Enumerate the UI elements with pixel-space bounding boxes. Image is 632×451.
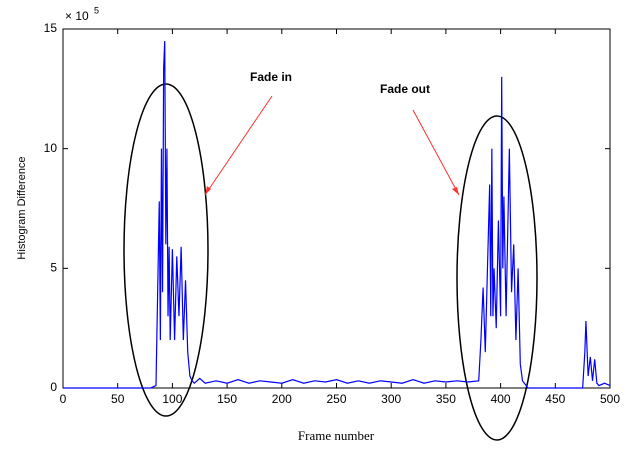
annotation: Fade in — [250, 70, 292, 84]
fade-out-arrow — [412, 109, 460, 196]
fade-out-arrowhead — [452, 187, 459, 195]
x-tick-label: 450 — [545, 392, 565, 406]
y-tick-label: 15 — [44, 21, 58, 35]
y-scale-exponent: 5 — [94, 5, 99, 15]
y-tick-label: 5 — [50, 261, 57, 275]
fade-in-arrowhead — [205, 186, 211, 195]
x-tick-label: 400 — [491, 392, 511, 406]
annotation: Fade out — [380, 82, 430, 96]
x-tick-label: 200 — [272, 392, 292, 406]
x-tick-label: 500 — [600, 392, 620, 406]
x-tick-label: 250 — [326, 392, 346, 406]
x-axis-label: Frame number — [298, 428, 375, 443]
fade-out-ellipse — [456, 115, 538, 441]
y-tick-label: 10 — [44, 141, 58, 155]
fade-in-arrow — [204, 95, 273, 196]
y-scale-base: × 10 — [65, 9, 89, 23]
x-tick-label: 300 — [381, 392, 401, 406]
data-line — [63, 40, 611, 389]
fade-in-ellipse — [123, 83, 209, 417]
plot-frame — [62, 28, 611, 389]
x-tick-label: 0 — [60, 392, 67, 406]
x-tick-label: 100 — [162, 392, 182, 406]
x-tick-label: 350 — [436, 392, 456, 406]
x-tick-label: 50 — [111, 392, 125, 406]
y-tick-label: 0 — [50, 380, 57, 394]
y-axis-label: Histogram Difference — [16, 156, 28, 259]
x-tick-label: 150 — [217, 392, 237, 406]
